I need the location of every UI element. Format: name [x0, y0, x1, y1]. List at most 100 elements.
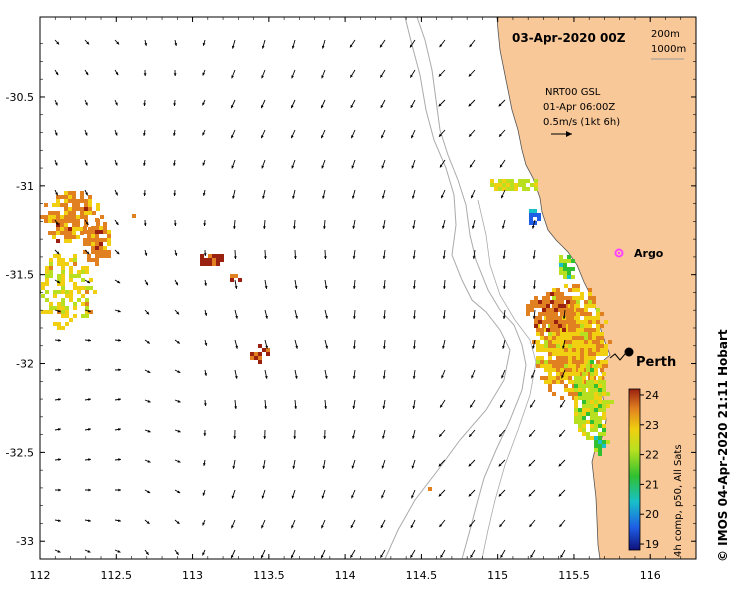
x-tick-label: 113 — [182, 569, 203, 582]
sst-pixel — [600, 352, 604, 356]
sst-pixel — [220, 258, 224, 262]
sst-pixel — [606, 392, 610, 396]
sst-pixel — [584, 328, 588, 332]
sst-pixel — [604, 352, 608, 356]
sst-pixel — [88, 199, 92, 203]
current-vector-head — [88, 519, 91, 523]
sst-pixel — [534, 304, 538, 308]
sst-pixel — [95, 250, 99, 254]
current-vector-head — [58, 428, 61, 431]
sst-pixel — [526, 179, 530, 183]
sst-pixel — [534, 296, 538, 300]
sst-pixel — [52, 219, 56, 223]
sst-pixel — [592, 344, 596, 348]
sst-pixel — [602, 392, 606, 396]
sst-pixel — [56, 239, 60, 243]
current-vector-head — [380, 104, 384, 108]
sst-pixel — [596, 308, 600, 312]
sst-pixel — [76, 227, 80, 231]
sst-pixel — [72, 207, 76, 211]
sst-pixel — [576, 340, 580, 344]
sst-pixel — [87, 238, 91, 242]
sst-pixel — [72, 191, 76, 195]
sst-pixel — [538, 320, 542, 324]
sst-pixel — [568, 392, 572, 396]
sst-pixel — [518, 179, 522, 183]
sst-pixel — [600, 368, 604, 372]
y-tick-label: -30.5 — [6, 91, 34, 104]
sst-pixel — [65, 290, 69, 294]
sst-pixel — [590, 372, 594, 376]
sst-pixel — [588, 296, 592, 300]
sst-pixel — [107, 230, 111, 234]
sst-pixel — [80, 191, 84, 195]
sst-pixel — [536, 348, 540, 352]
current-scale-arrow-icon — [551, 131, 572, 137]
sst-pixel — [73, 286, 77, 290]
sst-pixel — [586, 380, 590, 384]
sst-pixel — [61, 290, 65, 294]
current-vector-head — [118, 428, 121, 431]
current-vector-head — [350, 525, 354, 529]
sst-pixel — [576, 300, 580, 304]
sst-pixel — [580, 336, 584, 340]
current-vector-head — [176, 521, 180, 524]
current-vector-head — [502, 256, 506, 259]
sst-pixel — [72, 195, 76, 199]
current-vector-head — [58, 458, 61, 462]
sst-pixel — [576, 320, 580, 324]
sst-pixel — [53, 306, 57, 310]
sst-pixel — [582, 364, 586, 368]
current-vector-head — [143, 163, 146, 166]
sst-pixel — [572, 392, 576, 396]
sst-pixel — [64, 207, 68, 211]
isobath-legend-200m: 200m — [651, 29, 680, 40]
sst-pixel — [103, 222, 107, 226]
sst-pixel — [588, 356, 592, 360]
current-vector-head — [118, 519, 121, 523]
current-vector-head — [501, 375, 504, 379]
sst-pixel — [506, 179, 510, 183]
sst-pixel — [576, 332, 580, 336]
current-vector-head — [353, 316, 356, 319]
isobath-200m — [416, 17, 527, 559]
colorbar-tick-label: 21 — [645, 478, 659, 491]
sst-pixel — [69, 266, 73, 270]
sst-pixel — [99, 238, 103, 242]
sst-pixel — [574, 412, 578, 416]
sst-pixel — [582, 384, 586, 388]
sst-pixel — [91, 238, 95, 242]
current-vector-head — [468, 463, 472, 467]
sst-pixel — [566, 308, 570, 312]
sst-pixel — [83, 242, 87, 246]
current-vector-head — [204, 373, 208, 376]
sst-pixel — [72, 231, 76, 235]
sst-pixel — [584, 300, 588, 304]
sst-pixel — [556, 336, 560, 340]
sst-pixel — [212, 254, 216, 258]
sst-pixel — [602, 404, 606, 408]
current-vector-head — [265, 345, 269, 349]
sst-pixel — [61, 258, 65, 262]
sst-pixel — [576, 348, 580, 352]
sst-pixel — [107, 254, 111, 258]
current-vector-head — [177, 429, 181, 433]
sst-pixel — [65, 322, 69, 326]
sst-pixel — [61, 302, 65, 306]
sst-pixel — [84, 199, 88, 203]
current-vector-head — [261, 45, 265, 49]
current-vector-head — [503, 286, 506, 289]
sst-pixel — [44, 219, 48, 223]
current-vector-head — [203, 253, 207, 256]
current-vector-head — [55, 72, 59, 76]
sst-pixel — [600, 336, 604, 340]
sst-pixel — [542, 308, 546, 312]
sst-pixel — [580, 324, 584, 328]
current-vector-head — [471, 195, 474, 199]
sst-pixel — [99, 250, 103, 254]
sst-pixel — [64, 191, 68, 195]
sst-pixel — [84, 215, 88, 219]
sst-pixel — [544, 360, 548, 364]
current-vector-head — [177, 460, 181, 463]
sst-pixel — [41, 294, 45, 298]
